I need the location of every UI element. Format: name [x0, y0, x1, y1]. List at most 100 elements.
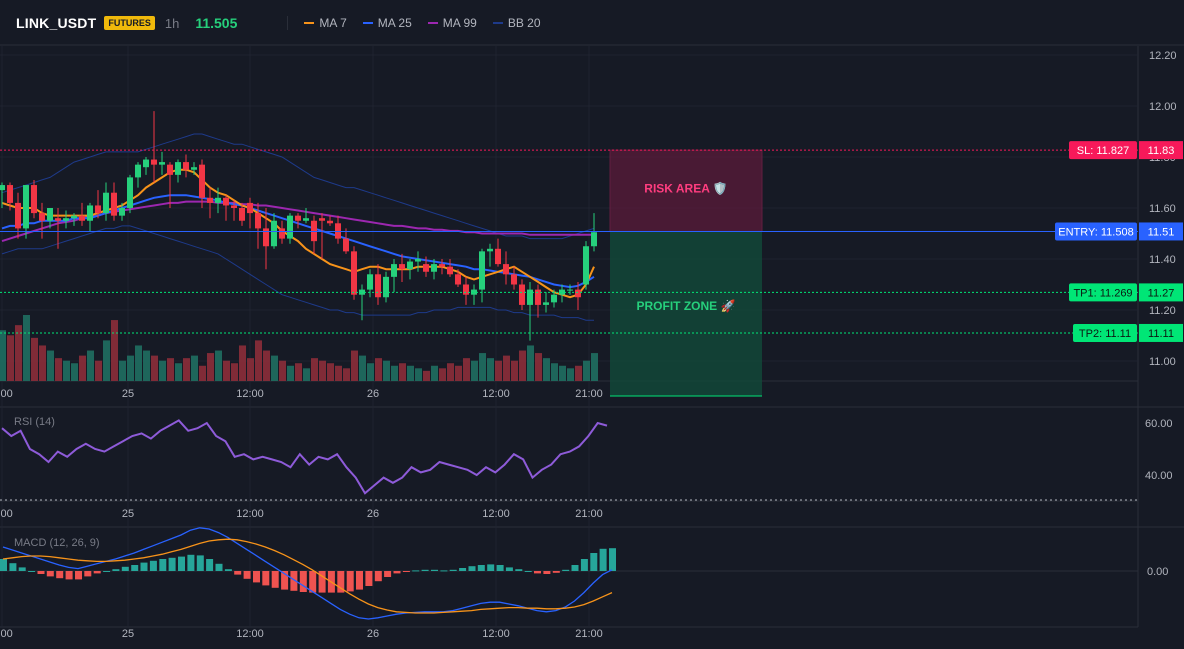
risk-area-label: RISK AREA 🛡️	[644, 182, 727, 196]
macd-histogram-bar	[440, 570, 448, 572]
volume-bar	[487, 358, 494, 381]
volume-bar	[127, 355, 134, 381]
time-axis-label: 26	[367, 628, 379, 640]
volume-bar	[383, 360, 390, 381]
candle-body	[23, 185, 29, 229]
candle-body	[127, 177, 133, 208]
macd-histogram-bar	[56, 571, 64, 579]
volume-bar	[575, 365, 582, 381]
candle-body	[439, 264, 445, 267]
tp1-axis-bg	[1139, 283, 1183, 302]
macd-histogram-bar	[18, 567, 26, 571]
volume-bar	[423, 370, 430, 381]
volume-bar	[479, 353, 486, 381]
time-axis-label: 25	[122, 388, 134, 400]
indicator-ma7[interactable]: MA 7	[304, 16, 347, 30]
candle-body	[15, 202, 21, 229]
candle-body	[303, 218, 309, 221]
macd-histogram-bar	[590, 553, 598, 571]
candle-body	[327, 220, 333, 224]
indicator-ma99[interactable]: MA 99	[427, 16, 477, 30]
macd-histogram-bar	[103, 571, 111, 572]
bb-lower-line	[1, 225, 594, 321]
candle-body	[447, 266, 453, 275]
candle-body	[47, 208, 53, 221]
candle-body	[455, 274, 461, 285]
macd-histogram-bar	[309, 571, 317, 593]
macd-histogram-bar	[374, 571, 382, 582]
candle-body	[591, 232, 597, 247]
candle-body	[535, 289, 541, 305]
indicator-ma7-label: MA 7	[319, 16, 347, 30]
candle-body	[423, 264, 429, 272]
volume-bar	[495, 360, 502, 381]
candle-body	[31, 185, 37, 214]
volume-bar	[87, 350, 94, 381]
volume-bar	[119, 360, 126, 381]
symbol-name[interactable]: LINK_USDT	[16, 15, 97, 31]
macd-histogram-bar	[365, 571, 373, 586]
volume-bar	[343, 368, 350, 381]
volume-bar	[359, 355, 366, 381]
sl-axis-bg	[1139, 141, 1183, 160]
volume-bar	[15, 325, 22, 381]
macd-histogram-bar	[552, 571, 560, 573]
indicator-bb20[interactable]: BB 20	[492, 16, 541, 30]
time-axis-label: 21:00	[575, 388, 603, 400]
volume-bar	[111, 320, 118, 381]
candle-body	[519, 284, 525, 305]
volume-bar	[447, 363, 454, 381]
candle-body	[143, 159, 149, 168]
volume-bar	[207, 353, 214, 381]
volume-bar	[39, 345, 46, 381]
macd-histogram-bar	[356, 571, 363, 590]
volume-bar	[351, 350, 358, 381]
macd-histogram-bar	[112, 569, 120, 571]
time-axis-label: 2:00	[0, 508, 13, 520]
volume-bar	[551, 363, 558, 381]
volume-bar	[279, 360, 286, 381]
time-axis-label: 26	[367, 508, 379, 520]
macd-histogram-bar	[431, 569, 438, 571]
candle-body	[511, 274, 517, 285]
header-divider	[287, 16, 289, 30]
macd-histogram-bar	[487, 564, 495, 571]
price-axis-label: 12.20	[1149, 50, 1177, 62]
risk-area-zone	[609, 149, 763, 232]
entry-label-bg	[1055, 222, 1137, 241]
macd-histogram-bar	[178, 556, 185, 571]
candle-body	[335, 223, 341, 239]
volume-bar	[335, 365, 342, 381]
volume-bar	[439, 368, 446, 381]
indicator-ma25[interactable]: MA 25	[362, 16, 412, 30]
time-axis-label: 12:00	[236, 508, 264, 520]
volume-bar	[247, 358, 254, 381]
macd-histogram-bar	[384, 571, 392, 577]
candle-body	[431, 264, 437, 272]
volume-bar	[591, 353, 598, 381]
macd-histogram-bar	[234, 571, 242, 575]
price-axis-label: 11.40	[1149, 254, 1176, 266]
volume-bar	[175, 363, 182, 381]
tp2-label: TP2: 11.11	[1079, 328, 1131, 340]
macd-histogram-bar	[402, 571, 410, 572]
candle-body	[383, 276, 389, 298]
macd-histogram-bar	[224, 569, 232, 571]
macd-histogram-bar	[159, 559, 167, 571]
macd-histogram-bar	[515, 569, 523, 571]
volume-bar	[255, 340, 262, 381]
macd-histogram-bar	[543, 571, 551, 574]
time-axis-label: 2:00	[0, 628, 13, 640]
timeframe-label[interactable]: 1h	[164, 15, 180, 31]
profit-zone-label: PROFIT ZONE 🚀	[637, 299, 736, 313]
macd-histogram-bar	[131, 565, 139, 571]
candle-body	[263, 228, 269, 247]
macd-histogram-bar	[28, 571, 36, 572]
rsi-axis-label: 60.00	[1145, 418, 1173, 430]
candle-body	[583, 246, 589, 285]
volume-bar	[23, 315, 30, 381]
volume-bar	[135, 345, 142, 381]
tp2-label-bg	[1073, 323, 1137, 342]
volume-bar	[463, 358, 470, 381]
